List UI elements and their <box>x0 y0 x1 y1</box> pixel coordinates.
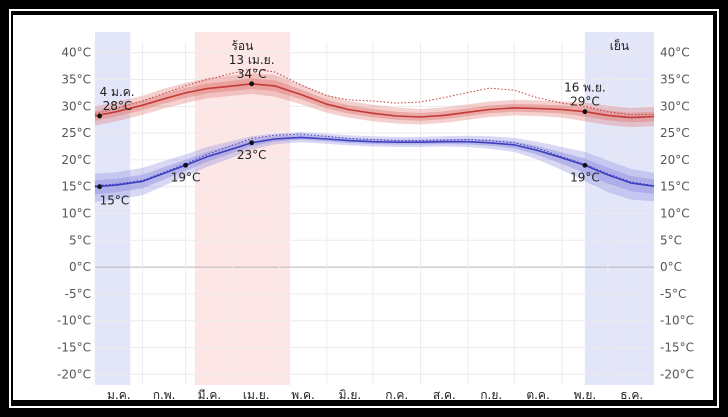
band-outer-high <box>95 73 654 128</box>
annotation-point <box>582 109 588 115</box>
y-tick-label-right: 20°C <box>660 153 690 167</box>
season-band-cold <box>584 32 654 385</box>
annotation-point <box>97 184 103 190</box>
annotation-value: 28°C <box>103 99 133 113</box>
annotation-date: 16 พ.ย. <box>564 81 606 95</box>
y-tick-label-left: 10°C <box>61 207 91 221</box>
month-label: มี.ค. <box>198 388 222 402</box>
season-bands <box>95 32 654 385</box>
band-outer-low <box>95 132 654 202</box>
month-label: ก.พ. <box>153 388 176 402</box>
y-tick-label-left: 25°C <box>61 126 91 140</box>
y-tick-label-right: 35°C <box>660 73 690 87</box>
y-tick-label-right: 10°C <box>660 207 690 221</box>
annotation-value: 34°C <box>237 67 267 81</box>
month-label: พ.ย. <box>574 388 597 402</box>
y-tick-label-right: 25°C <box>660 126 690 140</box>
y-tick-label-left: 15°C <box>61 180 91 194</box>
season-band-hot <box>194 32 291 385</box>
y-tick-label-right: -20°C <box>660 367 694 381</box>
y-tick-label-left: -15°C <box>57 340 91 354</box>
annotation-value: 19°C <box>570 170 600 184</box>
annotation-point <box>582 162 588 168</box>
y-tick-label-right: 0°C <box>660 260 682 274</box>
month-label: ต.ค. <box>526 388 549 402</box>
month-label: เม.ย. <box>243 388 270 402</box>
y-tick-label-left: 35°C <box>61 73 91 87</box>
annotation-point <box>183 162 189 168</box>
y-tick-label-left: 40°C <box>61 46 91 60</box>
y-tick-label-left: 0°C <box>69 260 91 274</box>
y-tick-label-right: -10°C <box>660 314 694 328</box>
y-tick-label-left: -5°C <box>65 287 91 301</box>
month-label: ก.ค. <box>385 388 408 402</box>
annotation-date: 13 เม.ย. <box>229 53 275 67</box>
annotation-point <box>249 81 255 87</box>
month-label: ม.ค. <box>107 388 131 402</box>
season-label: เย็น <box>610 38 629 53</box>
grid-lines <box>94 42 654 385</box>
annotation-value: 23°C <box>237 148 267 162</box>
y-tick-label-right: 30°C <box>660 99 690 113</box>
season-label: ร้อน <box>231 39 253 53</box>
annotation-point <box>249 140 255 146</box>
band-inner-high <box>95 78 654 123</box>
month-label: พ.ค. <box>291 388 315 402</box>
month-label: ก.ย. <box>480 388 502 402</box>
y-tick-label-left: 20°C <box>61 153 91 167</box>
y-tick-label-right: 15°C <box>660 180 690 194</box>
y-tick-label-left: 30°C <box>61 99 91 113</box>
y-tick-label-right: 5°C <box>660 233 682 247</box>
annotation-date: 4 ม.ค. <box>100 85 135 99</box>
y-tick-label-left: -10°C <box>57 314 91 328</box>
y-tick-label-right: -15°C <box>660 340 694 354</box>
band-inner-low <box>95 134 654 195</box>
season-band-cold <box>95 32 131 385</box>
annotation-value: 29°C <box>570 95 600 109</box>
percentile-bands <box>95 73 654 202</box>
y-tick-label-left: -20°C <box>57 367 91 381</box>
annotation-value: 15°C <box>100 194 130 208</box>
dotted-line-high <box>94 68 655 116</box>
month-label: ส.ค. <box>433 388 456 402</box>
month-label: ธ.ค. <box>620 388 643 402</box>
y-tick-label-right: -5°C <box>660 287 686 301</box>
annotation-point <box>97 113 103 119</box>
y-tick-label-left: 5°C <box>69 233 91 247</box>
series-line-high <box>94 82 655 119</box>
annotation-points <box>97 81 588 190</box>
annotation-value: 19°C <box>171 170 201 184</box>
y-tick-label-right: 40°C <box>660 46 690 60</box>
chart-labels: ร้อน เย็น -20°C -20°C -15°C -15°C -10°C -10°C -5… <box>57 38 694 402</box>
month-label: มิ.ย. <box>339 388 362 402</box>
